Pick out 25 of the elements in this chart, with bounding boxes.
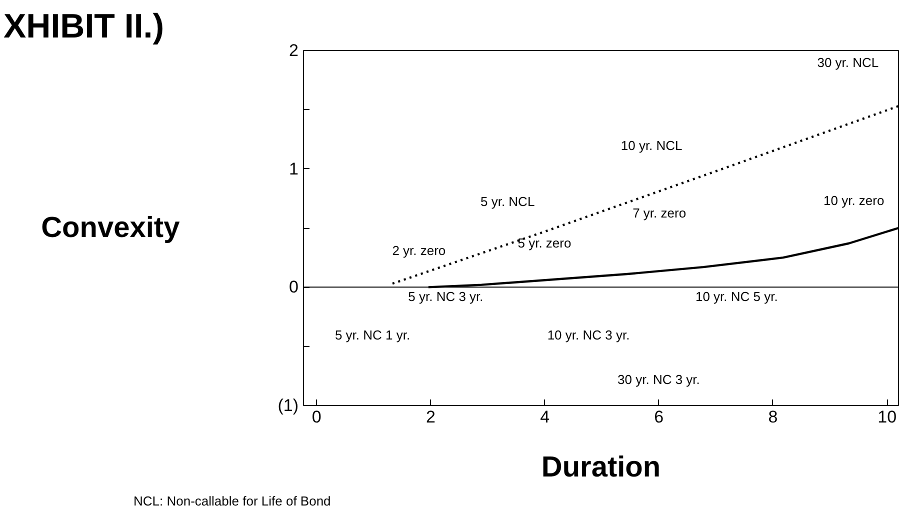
x-tick-label: 4 xyxy=(540,408,550,426)
annotation: 30 yr. NC 3 yr. xyxy=(618,372,700,387)
annotation: 7 yr. zero xyxy=(632,206,686,221)
x-tick-label: 2 xyxy=(426,408,436,426)
text: NCL: Non-callable for Life of Bond xyxy=(134,494,331,508)
annotation: 30 yr. NCL xyxy=(817,54,879,70)
x-tick-label: 8 xyxy=(768,408,778,426)
y-axis-title: Convexity xyxy=(41,212,180,244)
annotation: 10 yr. NC 3 yr. xyxy=(547,327,630,342)
y-tick-label: 1 xyxy=(289,159,299,178)
y-tick-label: 2 xyxy=(289,41,299,60)
annotation: 10 yr. NC 5 yr. xyxy=(695,289,778,304)
y-tick-label: 0 xyxy=(289,278,299,297)
annotation: 5 yr. NC 1 yr. xyxy=(334,327,410,342)
x-axis-title: Duration xyxy=(541,452,661,484)
x-tick-label: 0 xyxy=(312,408,322,426)
annotation: 2 yr. zero xyxy=(392,243,446,258)
annotation: 10 yr. NCL xyxy=(620,138,682,153)
y-tick-label: (1) xyxy=(278,396,299,415)
chart-title: XHIBIT II.) xyxy=(4,8,164,46)
x-tick-label: 10 xyxy=(878,408,897,426)
annotation: 5 yr. NC 3 yr. xyxy=(408,289,484,304)
annotation: 10 yr. zero xyxy=(824,192,884,208)
annotation: 5 yr. NCL xyxy=(480,194,535,210)
x-tick-label: 6 xyxy=(654,408,664,426)
